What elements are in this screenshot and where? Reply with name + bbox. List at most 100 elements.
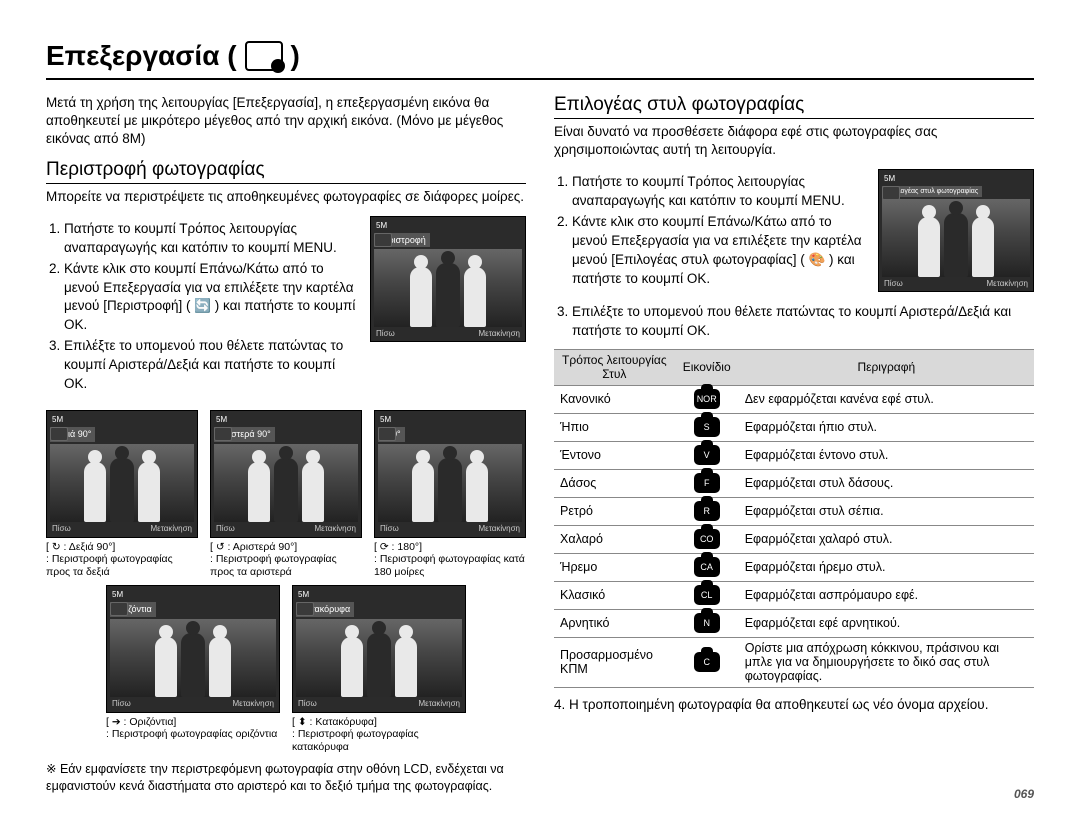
style-desc: Εφαρμόζεται ασπρόμαυρο εφέ. [739, 581, 1034, 609]
style-mode: Κλασικό [554, 581, 675, 609]
style-mode: Ήρεμο [554, 553, 675, 581]
lcd-rotate-main: 5M Περιστροφή Πίσω Μετακίνηση [370, 216, 526, 342]
lcd-footer-left: Πίσω [376, 329, 395, 338]
lcd-footer-right: Μετακίνηση [986, 279, 1028, 288]
lcd-thumb: 5M Δεξιά 90° ΠίσωΜετακίνηση [46, 410, 198, 538]
style-icon-cell: R [675, 497, 739, 525]
right-column: Επιλογέας στυλ φωτογραφίας Είναι δυνατό … [554, 94, 1034, 805]
table-row: Προσαρμοσμένο ΚΠΜ C Ορίστε μια απόχρωση κό… [554, 637, 1034, 687]
thumb-col: 5M Οριζόντια ΠίσωΜετακίνηση [ ➔ : Οριζόν… [106, 585, 280, 754]
table-row: Κλασικό CL Εφαρμόζεται ασπρόμαυρο εφέ. [554, 581, 1034, 609]
left-step: Πατήστε το κουμπί Τρόπος λειτουργίας ανα… [64, 220, 360, 258]
lcd-top: 5M [296, 589, 462, 601]
style-icon-cell: F [675, 469, 739, 497]
left-step: Επιλέξτε το υπομενού που θέλετε πατώντας… [64, 337, 360, 394]
lcd-top: 5M [882, 173, 1030, 184]
lcd-footer-right: Μετακίνηση [150, 524, 192, 534]
right-heading: Επιλογέας στυλ φωτογραφίας [554, 94, 1034, 119]
style-icon-cell: C [675, 637, 739, 687]
style-mode: Έντονο [554, 441, 675, 469]
table-row: Ήπιο S Εφαρμόζεται ήπιο στυλ. [554, 413, 1034, 441]
lcd-thumb: 5M 180° ΠίσωΜετακίνηση [374, 410, 526, 538]
style-desc: Εφαρμόζεται ήπιο στυλ. [739, 413, 1034, 441]
thumb-col: 5M Κατακόρυφα ΠίσωΜετακίνηση [ ⬍ : Κατακ… [292, 585, 466, 754]
left-step: Κάντε κλικ στο κουμπί Επάνω/Κάτω από το … [64, 260, 360, 336]
table-header: Περιγραφή [739, 349, 1034, 385]
right-step: Επιλέξτε το υπομενού που θέλετε πατώντας… [572, 303, 1034, 341]
style-icon: V [694, 445, 720, 465]
table-row: ΧαλαρόCOΕφαρμόζεται χαλαρό στυλ. [554, 525, 1034, 553]
table-header: Εικονίδιο [675, 349, 739, 385]
lcd-top: 5M [378, 414, 522, 426]
table-row: ΚανονικόNORΔεν εφαρμόζεται κανένα εφέ στ… [554, 385, 1034, 413]
style-desc: Εφαρμόζεται έντονο στυλ. [739, 441, 1034, 469]
thumb-caption-body: : Περιστροφή φωτογραφίας κατακόρυφα [292, 728, 466, 753]
intro-text: Μετά τη χρήση της λειτουργίας [Επεξεργασ… [46, 94, 526, 149]
style-desc: Εφαρμόζεται χαλαρό στυλ. [739, 525, 1034, 553]
lcd-photo [374, 249, 522, 327]
left-lead: Μπορείτε να περιστρέψετε τις αποθηκευμέν… [46, 188, 526, 206]
style-icon: F [694, 473, 720, 493]
style-icon: CL [694, 585, 720, 605]
style-icon-cell: N [675, 609, 739, 637]
lcd-thumb: 5M Κατακόρυφα ΠίσωΜετακίνηση [292, 585, 466, 713]
lcd-footer-right: Μετακίνηση [314, 524, 356, 534]
styles-table: Τρόπος λειτουργίας Στυλ Εικονίδιο Περιγρ… [554, 349, 1034, 688]
style-desc: Εφαρμόζεται εφέ αρνητικού. [739, 609, 1034, 637]
thumb-col: 5M 180° ΠίσωΜετακίνηση [ ⟳ : 180°] : Περ… [374, 410, 526, 579]
style-mode: Κανονικό [554, 385, 675, 413]
left-column: Μετά τη χρήση της λειτουργίας [Επεξεργασ… [46, 94, 526, 805]
style-icon-cell: NOR [675, 385, 739, 413]
style-desc: Εφαρμόζεται στυλ σέπια. [739, 497, 1034, 525]
style-icon-cell: CO [675, 525, 739, 553]
style-icon: R [694, 501, 720, 521]
left-heading: Περιστροφή φωτογραφίας [46, 159, 526, 184]
style-icon-cell: S [675, 413, 739, 441]
lcd-footer-right: Μετακίνηση [232, 699, 274, 709]
right-lead: Είναι δυνατό να προσθέσετε διάφορα εφέ σ… [554, 123, 1034, 159]
style-desc: Εφαρμόζεται ήρεμο στυλ. [739, 553, 1034, 581]
right-steps: Πατήστε το κουμπί Τρόπος λειτουργίας ανα… [572, 173, 868, 290]
style-icon: S [694, 417, 720, 437]
lcd-footer-left: Πίσω [112, 699, 131, 709]
lcd-footer-right: Μετακίνηση [478, 329, 520, 338]
style-desc: Ορίστε μια απόχρωση κόκκινου, πράσινου κ… [739, 637, 1034, 687]
lcd-top: 5M [374, 220, 522, 231]
style-mode: Προσαρμοσμένο ΚΠΜ [554, 637, 675, 687]
lcd-footer-right: Μετακίνηση [418, 699, 460, 709]
left-steps: Πατήστε το κουμπί Τρόπος λειτουργίας ανα… [64, 220, 360, 396]
thumb-caption-head: [ ➔ : Οριζόντια] [106, 716, 280, 729]
lcd-thumb: 5M Αριστερά 90° ΠίσωΜετακίνηση [210, 410, 362, 538]
table-row: Ρετρό R Εφαρμόζεται στυλ σέπια. [554, 497, 1034, 525]
style-mode: Ήπιο [554, 413, 675, 441]
lcd-footer: Πίσω Μετακίνηση [374, 327, 522, 338]
lcd-top: 5M [214, 414, 358, 426]
thumb-caption-head: [ ↺ : Αριστερά 90°] [210, 541, 362, 554]
lcd-footer: Πίσω Μετακίνηση [882, 277, 1030, 288]
page-title: Επεξεργασία ( ) [46, 40, 1034, 72]
style-desc: Εφαρμόζεται στυλ δάσους. [739, 469, 1034, 497]
edit-icon [245, 41, 283, 71]
style-icon: CA [694, 557, 720, 577]
lcd-top: 5M [50, 414, 194, 426]
style-icon-cell: V [675, 441, 739, 469]
lcd-footer-left: Πίσω [216, 524, 235, 534]
style-icon-cell: CA [675, 553, 739, 581]
table-row: ΑρνητικόNΕφαρμόζεται εφέ αρνητικού. [554, 609, 1034, 637]
thumb-col: 5M Δεξιά 90° ΠίσωΜετακίνηση [ ↻ : Δεξιά … [46, 410, 198, 579]
thumb-caption-body: : Περιστροφή φωτογραφίας προς τα δεξιά [46, 553, 198, 578]
lcd-footer-right: Μετακίνηση [478, 524, 520, 534]
lcd-thumb: 5M Οριζόντια ΠίσωΜετακίνηση [106, 585, 280, 713]
style-icon: C [694, 652, 720, 672]
table-row: Έντονο V Εφαρμόζεται έντονο στυλ. [554, 441, 1034, 469]
lcd-footer-left: Πίσω [298, 699, 317, 709]
title-text: Επεξεργασία ( [46, 40, 237, 72]
thumb-caption-body: : Περιστροφή φωτογραφίας οριζόντια [106, 728, 280, 741]
style-mode: Ρετρό [554, 497, 675, 525]
style-mode: Αρνητικό [554, 609, 675, 637]
table-header: Τρόπος λειτουργίας Στυλ [554, 349, 675, 385]
table-row: Ήρεμο CA Εφαρμόζεται ήρεμο στυλ. [554, 553, 1034, 581]
lcd-style-main: 5M Επιλογέας στυλ φωτογραφίας Πίσω Μετακ… [878, 169, 1034, 292]
thumb-caption-body: : Περιστροφή φωτογραφίας προς τα αριστερ… [210, 553, 362, 578]
lcd-footer-left: Πίσω [380, 524, 399, 534]
